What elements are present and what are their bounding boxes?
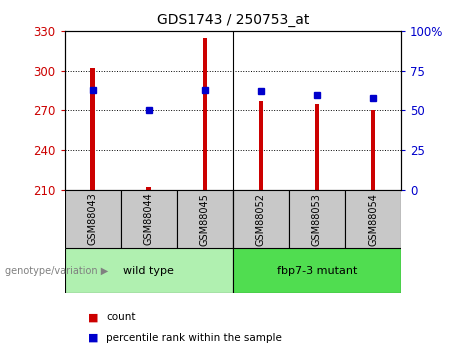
Title: GDS1743 / 250753_at: GDS1743 / 250753_at [157, 13, 309, 27]
Text: fbp7-3 mutant: fbp7-3 mutant [277, 266, 357, 276]
Text: GSM88043: GSM88043 [88, 193, 98, 245]
Bar [65, 248, 233, 293]
Text: GSM88052: GSM88052 [256, 193, 266, 246]
Bar [177, 190, 233, 248]
Bar [65, 190, 121, 248]
Text: GSM88054: GSM88054 [368, 193, 378, 246]
Bar [371, 110, 375, 190]
Text: wild type: wild type [123, 266, 174, 276]
Text: GSM88053: GSM88053 [312, 193, 322, 246]
Text: ■: ■ [88, 333, 98, 343]
Bar [90, 68, 95, 190]
Text: GSM88044: GSM88044 [144, 193, 154, 245]
Text: GSM88045: GSM88045 [200, 193, 210, 246]
Bar [121, 190, 177, 248]
Bar [259, 101, 263, 190]
Bar [345, 190, 401, 248]
Bar [289, 190, 345, 248]
Bar [202, 38, 207, 190]
Bar [315, 104, 319, 190]
Bar [233, 190, 289, 248]
Text: genotype/variation ▶: genotype/variation ▶ [5, 266, 108, 276]
Text: percentile rank within the sample: percentile rank within the sample [106, 333, 282, 343]
Bar [233, 248, 401, 293]
Text: ■: ■ [88, 313, 98, 322]
Bar [147, 187, 151, 190]
Text: count: count [106, 313, 136, 322]
